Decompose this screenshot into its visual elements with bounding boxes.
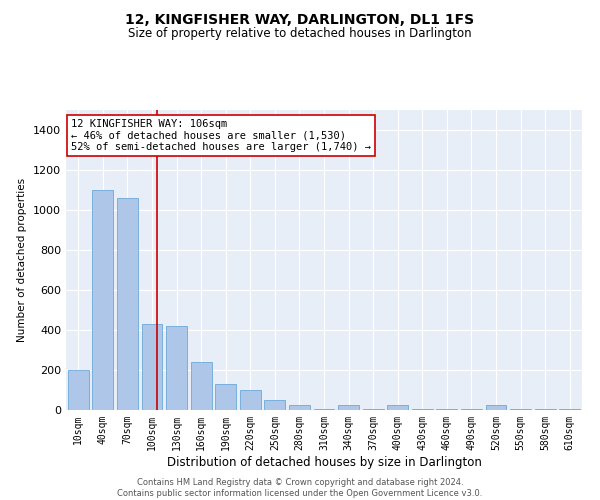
Bar bbox=[510, 409, 531, 410]
Bar bbox=[166, 326, 187, 410]
Bar bbox=[265, 400, 286, 410]
Bar bbox=[117, 198, 138, 410]
Text: 12, KINGFISHER WAY, DARLINGTON, DL1 1FS: 12, KINGFISHER WAY, DARLINGTON, DL1 1FS bbox=[125, 12, 475, 26]
Bar bbox=[338, 405, 359, 410]
X-axis label: Distribution of detached houses by size in Darlington: Distribution of detached houses by size … bbox=[167, 456, 481, 468]
Y-axis label: Number of detached properties: Number of detached properties bbox=[17, 178, 28, 342]
Bar bbox=[387, 405, 408, 410]
Bar bbox=[191, 362, 212, 410]
Bar bbox=[535, 409, 556, 410]
Bar bbox=[240, 390, 261, 410]
Bar bbox=[485, 405, 506, 410]
Bar bbox=[68, 370, 89, 410]
Text: Contains HM Land Registry data © Crown copyright and database right 2024.
Contai: Contains HM Land Registry data © Crown c… bbox=[118, 478, 482, 498]
Bar bbox=[215, 384, 236, 410]
Bar bbox=[362, 409, 383, 410]
Bar bbox=[436, 409, 457, 410]
Text: Size of property relative to detached houses in Darlington: Size of property relative to detached ho… bbox=[128, 28, 472, 40]
Bar bbox=[92, 190, 113, 410]
Bar bbox=[142, 324, 163, 410]
Bar bbox=[559, 409, 580, 410]
Bar bbox=[289, 405, 310, 410]
Bar bbox=[314, 409, 334, 410]
Bar bbox=[412, 409, 433, 410]
Bar bbox=[461, 409, 482, 410]
Text: 12 KINGFISHER WAY: 106sqm
← 46% of detached houses are smaller (1,530)
52% of se: 12 KINGFISHER WAY: 106sqm ← 46% of detac… bbox=[71, 119, 371, 152]
